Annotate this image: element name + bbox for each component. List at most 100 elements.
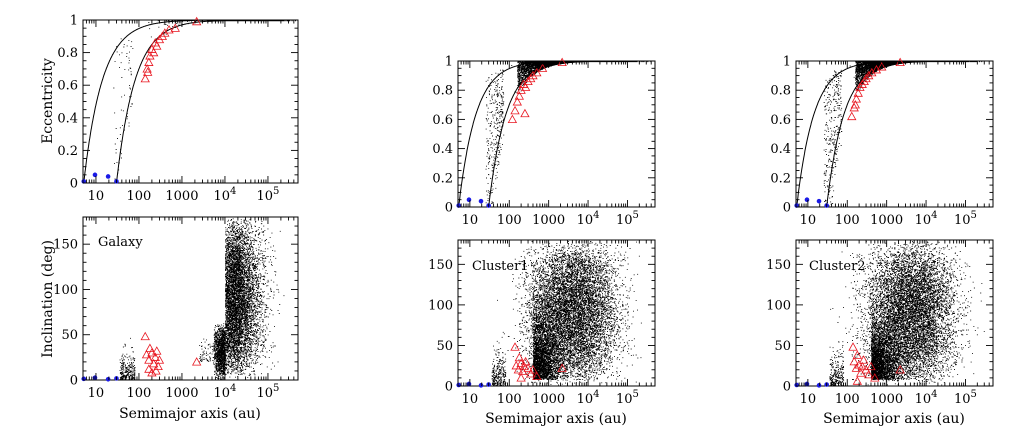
triangle-point — [519, 361, 529, 371]
y-tick-label: 1 — [70, 14, 78, 29]
panel-cluster1-eccentricity: 10 100 1000 104 105 0 0.2 0.4 0.6 0.8 1 — [432, 55, 656, 228]
y-tick-label: 0.6 — [770, 113, 791, 128]
triangle-point — [520, 82, 531, 91]
plot-frame — [795, 60, 994, 208]
triangle-point — [514, 352, 524, 362]
y-tick-label: 0.2 — [57, 144, 78, 159]
particle-points — [113, 20, 296, 184]
x-tick-label: 104 — [213, 383, 236, 401]
x-tick-label: 1000 — [532, 392, 565, 407]
x-tick-label: 105 — [954, 210, 977, 228]
triangle-point — [877, 62, 887, 71]
y-tick-label: 0 — [783, 380, 791, 395]
y-axis-title-inclination: Inclination (deg) — [40, 240, 56, 358]
panel-cluster2-inclination: 10 100 1000 104 105 0 50 100 150 Cluster2 — [766, 239, 994, 407]
planet-point — [804, 197, 810, 202]
triangle-point — [849, 356, 859, 366]
triangle-point — [516, 85, 526, 94]
triangle-point — [191, 357, 202, 366]
x-tick-label: 100 — [835, 213, 860, 228]
x-tick-label: 105 — [954, 389, 977, 407]
triangle-point — [523, 363, 533, 372]
triangle-point — [850, 99, 860, 109]
y-tick-label: 150 — [428, 258, 453, 273]
triangle-point — [143, 67, 153, 76]
triangle-point — [144, 364, 154, 373]
y-tick-label: 0.4 — [57, 111, 78, 126]
y-tick-label: 100 — [766, 298, 791, 313]
triangle-point — [867, 67, 877, 77]
planet-point — [816, 198, 822, 204]
particle-points — [823, 61, 983, 208]
data-marks — [456, 342, 567, 388]
triangle-point — [153, 361, 163, 371]
triangle-point — [514, 91, 524, 100]
triangle-point — [852, 350, 862, 359]
triangle-point — [152, 41, 162, 50]
particle-cloud — [113, 20, 296, 184]
y-tick-label: 150 — [53, 238, 78, 253]
y-tick-label: 50 — [61, 328, 78, 343]
data-marks — [81, 16, 202, 184]
x-tick-label: 1000 — [870, 213, 903, 228]
triangle-point — [526, 73, 536, 83]
triangle-point — [140, 73, 150, 83]
panel-label-galaxy: Galaxy — [98, 235, 143, 250]
x-tick-label: 1000 — [165, 386, 198, 401]
triangle-point — [857, 361, 867, 371]
x-tick-label: 100 — [127, 386, 152, 401]
pericenter-curve-q5.2 — [458, 60, 655, 208]
y-tick-label: 0 — [70, 374, 78, 389]
planet-point — [804, 381, 810, 387]
pericenter-curve-q30 — [488, 60, 655, 208]
panel-label-cluster2: Cluster2 — [809, 259, 866, 274]
triangle-point — [510, 105, 520, 115]
x-tick-label: 104 — [213, 186, 236, 204]
triangle-point — [864, 369, 874, 379]
triangle-point — [557, 363, 567, 372]
y-tick-label: 0.6 — [57, 79, 78, 94]
y-tick-label: 0.4 — [770, 142, 791, 157]
triangle-point — [858, 355, 869, 364]
triangle-point — [154, 355, 165, 364]
y-tick-label: 0 — [445, 201, 453, 216]
particle-cloud — [491, 241, 654, 387]
particle-points — [119, 218, 285, 381]
y-tick-label: 0.2 — [770, 171, 791, 186]
x-tick-label: 10 — [462, 392, 479, 407]
x-tick-label: 105 — [616, 389, 639, 407]
planet-point — [478, 198, 484, 204]
x-axis-title-galaxy: Semimajor axis (au) — [119, 406, 261, 422]
triangle-point — [140, 331, 150, 341]
axis-ticks: 10 100 1000 104 105 0 0.2 0.4 0.6 0.8 1 — [432, 55, 656, 228]
triangle-point — [864, 70, 874, 80]
data-marks — [81, 331, 202, 382]
triangle-point — [528, 70, 538, 80]
data-marks — [456, 57, 567, 208]
particle-points — [485, 61, 652, 208]
particle-cloud — [119, 218, 285, 381]
x-tick-label: 1000 — [165, 189, 198, 204]
triangle-point — [512, 97, 522, 106]
triangle-point — [853, 88, 863, 97]
axis-ticks: 10 100 1000 104 105 0 0.2 0.4 0.6 0.8 1 — [770, 55, 994, 228]
triangle-point — [170, 23, 180, 32]
x-tick-label: 104 — [915, 389, 938, 407]
axis-ticks: 10 100 1000 104 105 0 50 100 150 — [766, 239, 994, 407]
triangle-point — [866, 361, 876, 371]
x-axis-title-cluster2: Semimajor axis (au) — [823, 411, 965, 427]
x-axis-title-cluster1: Semimajor axis (au) — [485, 411, 627, 427]
panel-cluster2-eccentricity: 10 100 1000 104 105 0 0.2 0.4 0.6 0.8 1 — [770, 55, 994, 228]
planet-point — [92, 375, 98, 381]
y-tick-label: 100 — [53, 283, 78, 298]
triangle-point — [142, 64, 152, 73]
planet-point — [466, 197, 472, 202]
y-tick-label: 0 — [70, 177, 78, 192]
x-tick-label: 105 — [256, 186, 279, 204]
y-tick-label: 0.6 — [432, 113, 453, 128]
planet-point — [816, 383, 822, 388]
x-tick-label: 104 — [577, 210, 600, 228]
triangle-point — [847, 111, 857, 121]
x-tick-label: 10 — [88, 386, 105, 401]
triangle-point — [861, 73, 871, 83]
